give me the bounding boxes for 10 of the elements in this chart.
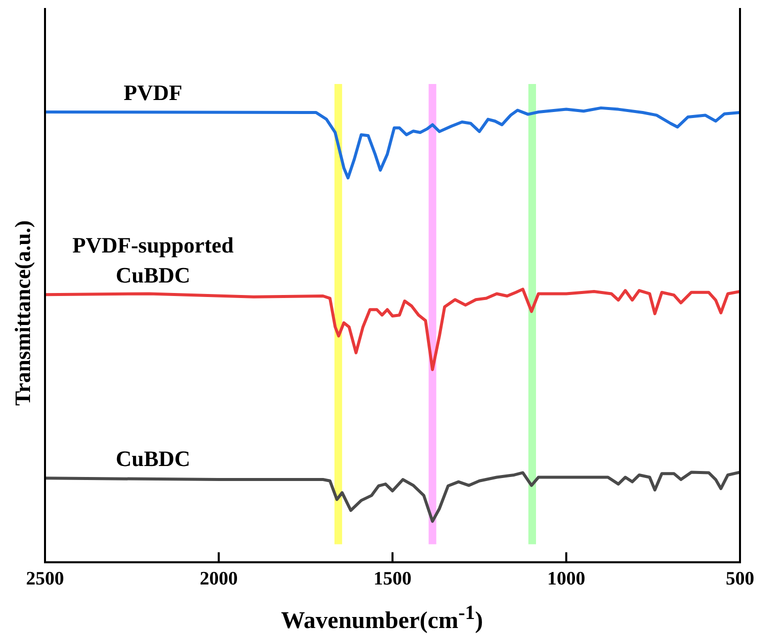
x-tick-label: 1500 — [374, 568, 412, 590]
series-label: PVDF-supported CuBDC — [72, 232, 234, 288]
series-label: PVDF — [124, 80, 182, 106]
x-tick-label: 1000 — [547, 568, 586, 590]
x-tick-label: 2500 — [26, 568, 64, 590]
x-tick-label: 2000 — [200, 568, 238, 590]
x-axis-title: Wavenumber(cm$^{-1}$) — [280, 602, 484, 635]
x-tick-label: 500 — [726, 568, 754, 590]
y-axis-title: Transmittance(a.u.) — [10, 219, 36, 408]
series-label: CuBDC — [116, 446, 190, 472]
